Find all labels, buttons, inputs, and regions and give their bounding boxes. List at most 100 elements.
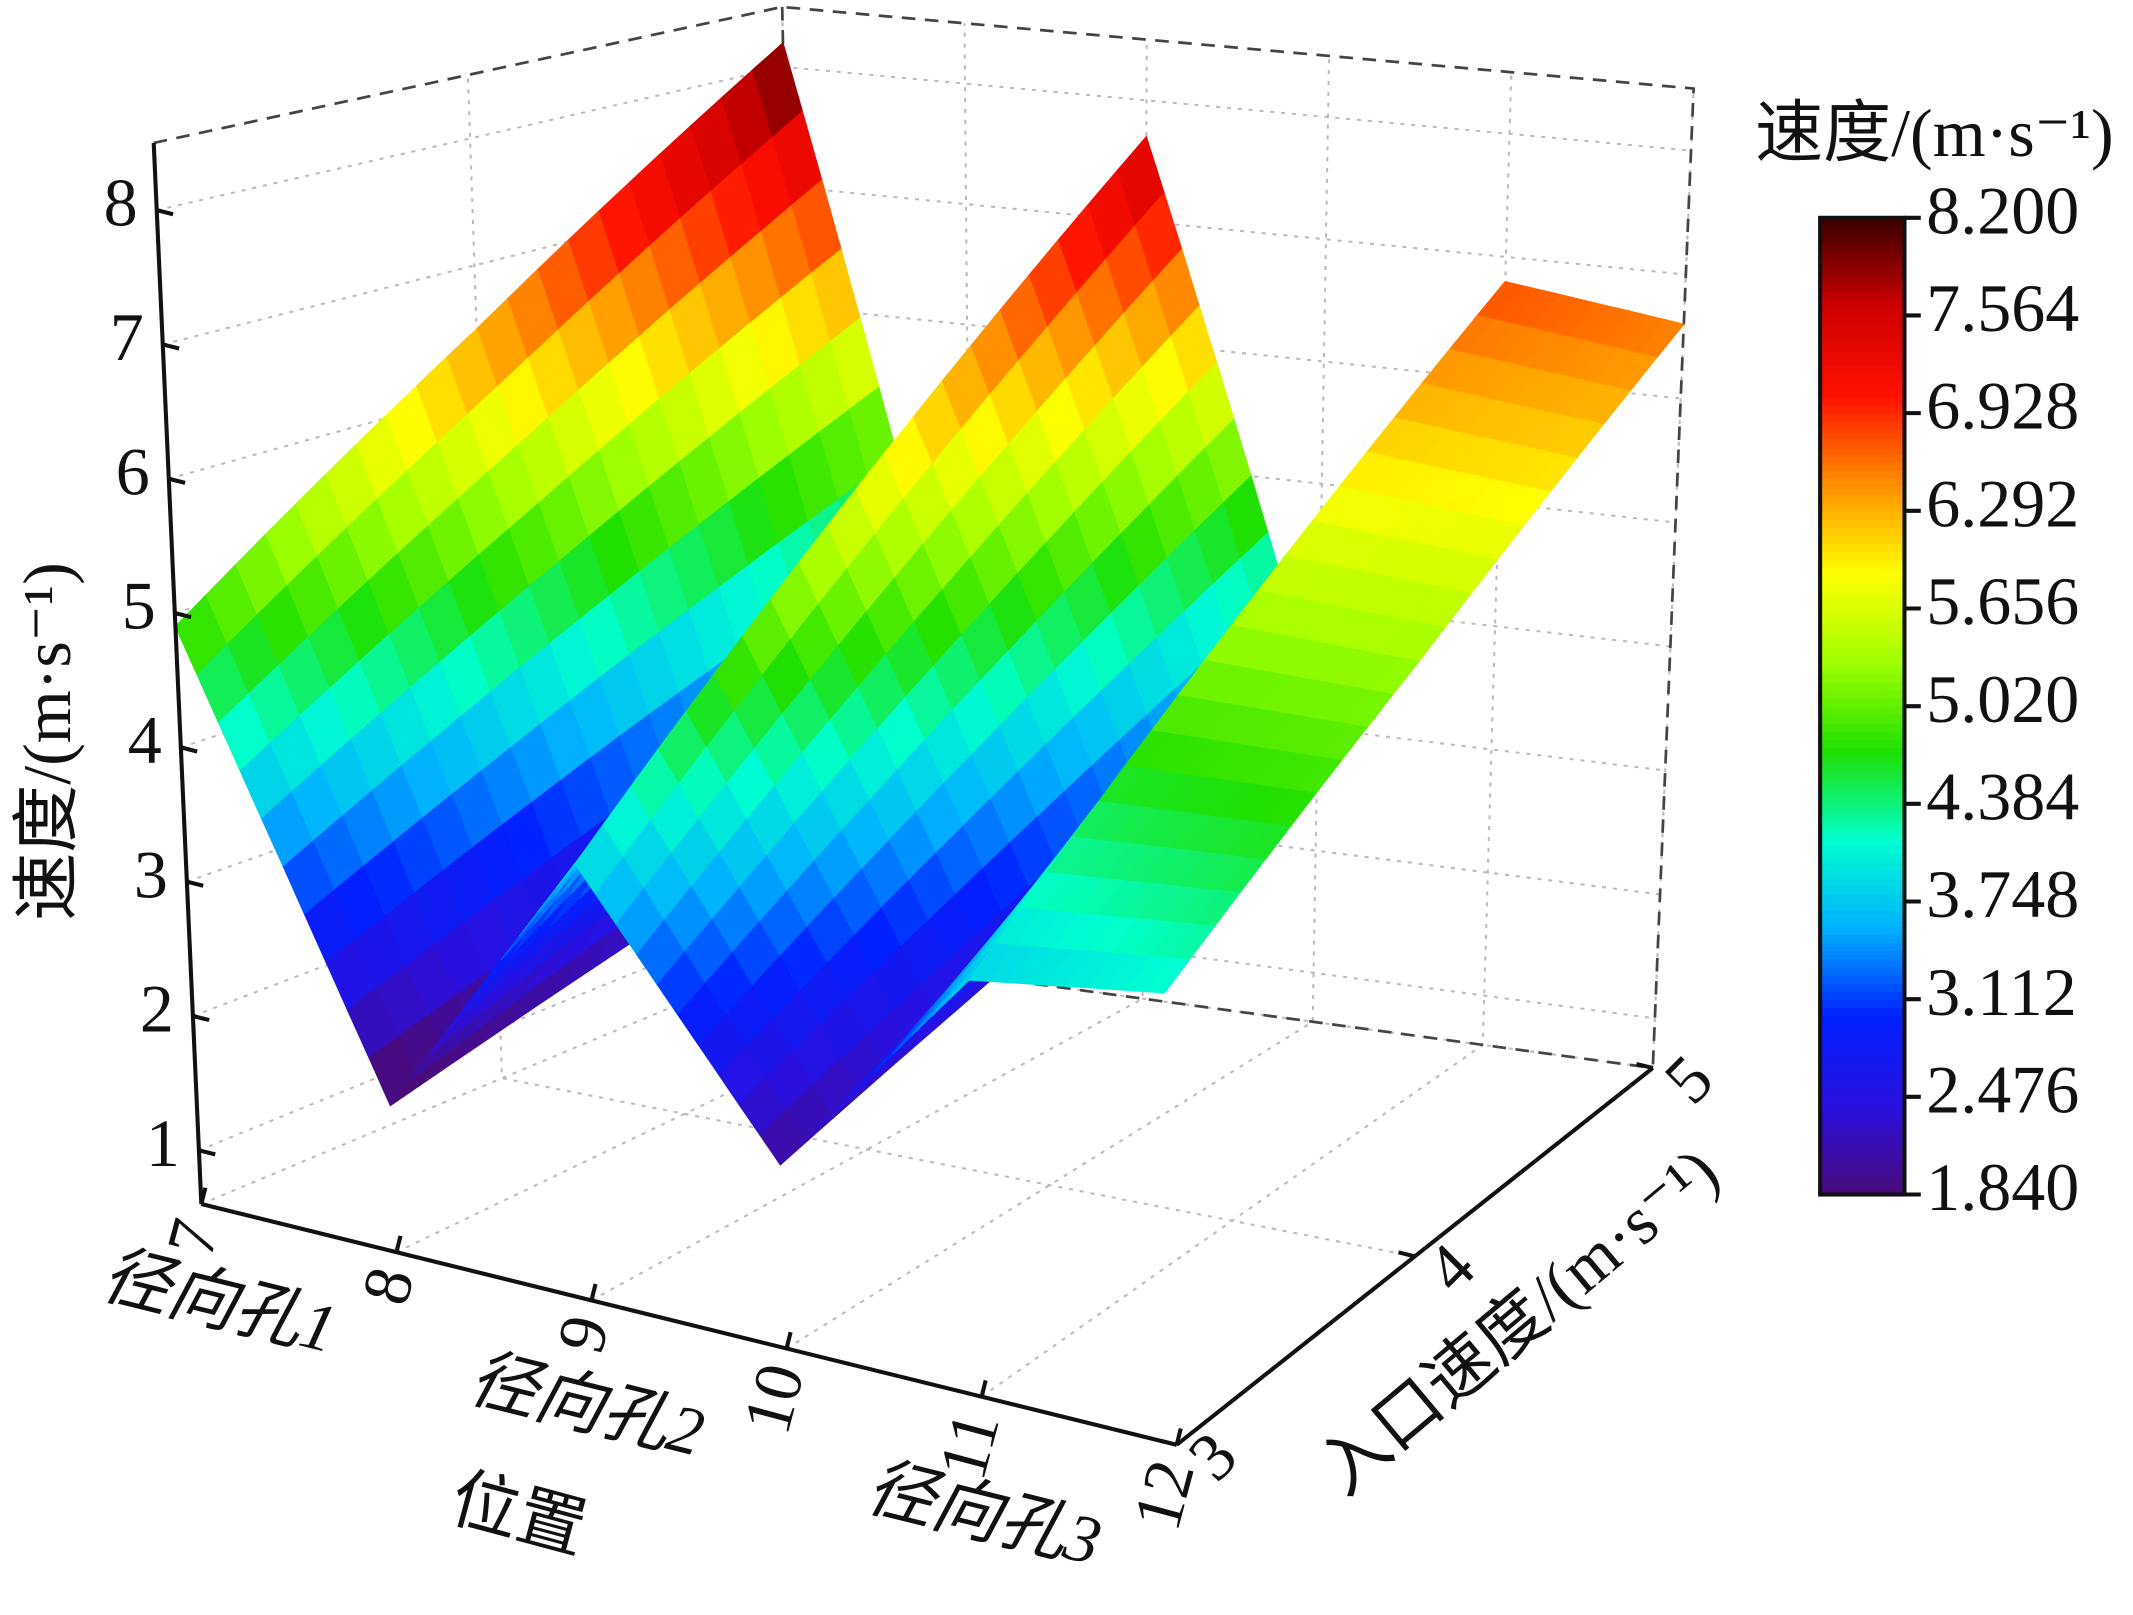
z-tick bbox=[156, 208, 174, 217]
colorbar-swatch bbox=[1820, 543, 1905, 553]
colorbar-swatch bbox=[1820, 999, 1905, 1009]
colorbar-swatch bbox=[1820, 706, 1905, 716]
colorbar-swatch bbox=[1820, 282, 1905, 292]
colorbar-swatch bbox=[1820, 1186, 1905, 1196]
surface-patch bbox=[1143, 957, 1191, 994]
z-tick bbox=[180, 745, 198, 754]
colorbar-swatch bbox=[1820, 763, 1905, 773]
colorbar-swatch bbox=[1820, 966, 1905, 976]
z-tick-label: 6 bbox=[116, 433, 150, 509]
colorbar-swatch bbox=[1820, 608, 1905, 618]
colorbar-swatch bbox=[1820, 331, 1905, 341]
colorbar-swatch bbox=[1820, 746, 1905, 756]
x-tick-label: 9 bbox=[542, 1308, 624, 1361]
colorbar-swatch bbox=[1820, 372, 1905, 382]
colorbar-swatch bbox=[1820, 795, 1905, 805]
colorbar-swatch bbox=[1820, 1113, 1905, 1123]
z-tick bbox=[192, 1014, 210, 1023]
colorbar-title: 速度/(m·s⁻¹) bbox=[1755, 95, 2113, 171]
x-tick bbox=[1174, 1427, 1183, 1446]
colorbar-swatch bbox=[1820, 942, 1905, 952]
y-tick bbox=[1635, 1061, 1654, 1070]
colorbar-swatch bbox=[1820, 1088, 1905, 1098]
colorbar-swatch bbox=[1820, 291, 1905, 301]
colorbar-swatch bbox=[1820, 828, 1905, 838]
colorbar-swatch bbox=[1820, 917, 1905, 927]
colorbar-swatch bbox=[1820, 1080, 1905, 1090]
colorbar-swatch bbox=[1820, 901, 1905, 911]
colorbar-swatch bbox=[1820, 445, 1905, 455]
colorbar-swatch bbox=[1820, 860, 1905, 870]
colorbar-swatch bbox=[1820, 339, 1905, 349]
y-axis-title: 入口速度/(m·s⁻¹) bbox=[1305, 1133, 1733, 1509]
grid-line bbox=[186, 664, 1666, 883]
box-edge bbox=[153, 5, 1696, 1069]
colorbar-swatch bbox=[1820, 494, 1905, 504]
colorbar-tick-label: 4.384 bbox=[1926, 758, 2079, 834]
z-tick-label: 5 bbox=[122, 568, 156, 644]
colorbar-swatch bbox=[1820, 868, 1905, 878]
colorbar-swatch bbox=[1820, 1015, 1905, 1025]
colorbar-swatch bbox=[1820, 470, 1905, 480]
colorbar-swatch bbox=[1820, 380, 1905, 390]
colorbar-swatch bbox=[1820, 234, 1905, 244]
z-tick bbox=[162, 342, 180, 351]
y-tick bbox=[1397, 1250, 1416, 1259]
colorbar-tick-label: 5.020 bbox=[1926, 661, 2079, 737]
colorbar-swatch bbox=[1820, 624, 1905, 634]
colorbar-swatch bbox=[1820, 657, 1905, 667]
colorbar-swatch bbox=[1820, 974, 1905, 984]
colorbar-swatch bbox=[1820, 820, 1905, 830]
colorbar-swatch bbox=[1820, 551, 1905, 561]
y-tick bbox=[1159, 1438, 1178, 1447]
colorbar-swatch bbox=[1820, 803, 1905, 813]
x-tick-label: 12 bbox=[1118, 1452, 1209, 1537]
z-tick-label: 4 bbox=[128, 702, 162, 778]
colorbar-swatch bbox=[1820, 274, 1905, 284]
colorbar-swatch bbox=[1820, 356, 1905, 366]
colorbar-swatch bbox=[1820, 982, 1905, 992]
colorbar-swatch bbox=[1820, 665, 1905, 675]
colorbar-tick-label: 2.476 bbox=[1926, 1051, 2079, 1127]
surface bbox=[174, 41, 1685, 1166]
colorbar-swatch bbox=[1820, 421, 1905, 431]
grid-line bbox=[781, 6, 1653, 1070]
colorbar-swatch bbox=[1820, 217, 1905, 227]
colorbar-tick-label: 6.928 bbox=[1926, 368, 2079, 444]
colorbar-swatch bbox=[1820, 461, 1905, 471]
z-tick bbox=[198, 1148, 216, 1157]
colorbar-swatch bbox=[1820, 1145, 1905, 1155]
colorbar-swatch bbox=[1820, 592, 1905, 602]
x-tick bbox=[979, 1379, 988, 1398]
colorbar-swatch bbox=[1820, 405, 1905, 414]
colorbar-swatch bbox=[1820, 714, 1905, 724]
colorbar-swatch bbox=[1820, 299, 1905, 309]
x-tick bbox=[784, 1331, 793, 1349]
colorbar-swatch bbox=[1820, 364, 1905, 374]
colorbar-tick-label: 6.292 bbox=[1926, 465, 2079, 541]
colorbar-swatch bbox=[1820, 877, 1905, 887]
colorbar-swatch bbox=[1820, 852, 1905, 862]
grid-line bbox=[395, 23, 974, 1254]
colorbar-swatch bbox=[1820, 567, 1905, 577]
grid-line bbox=[590, 39, 1148, 1302]
z-tick bbox=[168, 476, 186, 485]
x-axis bbox=[200, 1202, 1178, 1447]
annotation: 径向孔2 bbox=[462, 1339, 711, 1470]
x-tick bbox=[199, 1187, 208, 1205]
y-tick-label: 5 bbox=[1649, 1040, 1727, 1118]
colorbar-swatch bbox=[1820, 502, 1905, 512]
colorbar-swatch bbox=[1820, 1096, 1905, 1106]
z-axis-title: 速度/(m·s⁻¹) bbox=[9, 562, 85, 920]
colorbar-swatch bbox=[1820, 348, 1905, 357]
colorbar-swatch bbox=[1820, 413, 1905, 423]
colorbar-swatch bbox=[1820, 958, 1905, 968]
colorbar-swatch bbox=[1820, 429, 1905, 439]
colorbar-swatch bbox=[1820, 535, 1905, 545]
colorbar-swatch bbox=[1820, 641, 1905, 650]
colorbar-swatch bbox=[1820, 1121, 1905, 1131]
colorbar-swatch bbox=[1820, 242, 1905, 252]
colorbar-swatch bbox=[1820, 722, 1905, 732]
x-tick-label: 8 bbox=[346, 1259, 428, 1312]
x-tick-label: 10 bbox=[728, 1356, 819, 1441]
